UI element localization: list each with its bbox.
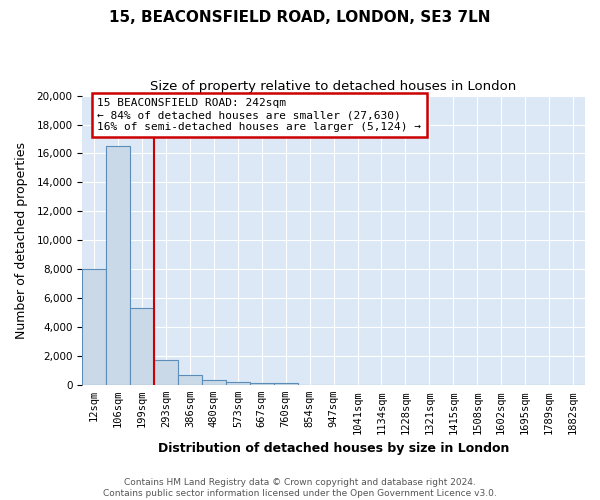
Bar — [106, 146, 130, 385]
Bar — [226, 382, 250, 385]
Bar — [250, 382, 274, 385]
Bar — [82, 268, 106, 385]
Bar — [202, 380, 226, 385]
Bar — [130, 308, 154, 385]
Y-axis label: Number of detached properties: Number of detached properties — [15, 142, 28, 339]
Text: Contains HM Land Registry data © Crown copyright and database right 2024.
Contai: Contains HM Land Registry data © Crown c… — [103, 478, 497, 498]
Title: Size of property relative to detached houses in London: Size of property relative to detached ho… — [151, 80, 517, 93]
Bar — [154, 360, 178, 385]
Text: 15, BEACONSFIELD ROAD, LONDON, SE3 7LN: 15, BEACONSFIELD ROAD, LONDON, SE3 7LN — [109, 10, 491, 25]
Bar — [178, 375, 202, 385]
X-axis label: Distribution of detached houses by size in London: Distribution of detached houses by size … — [158, 442, 509, 455]
Bar — [274, 383, 298, 385]
Text: 15 BEACONSFIELD ROAD: 242sqm
← 84% of detached houses are smaller (27,630)
16% o: 15 BEACONSFIELD ROAD: 242sqm ← 84% of de… — [97, 98, 421, 132]
